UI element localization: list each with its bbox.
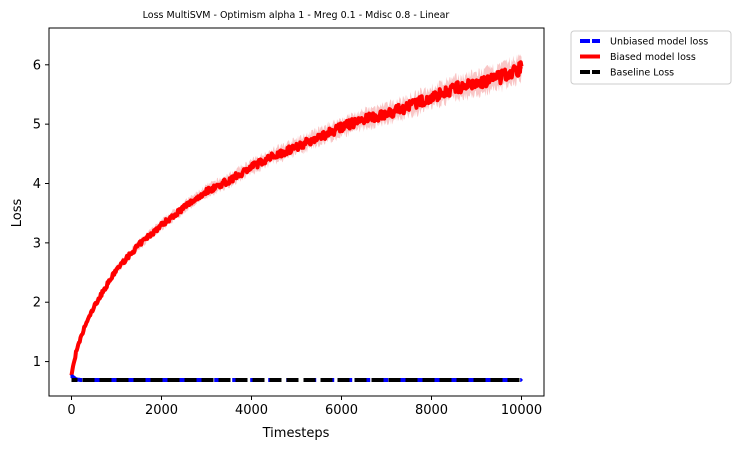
biased-loss-point bbox=[475, 82, 478, 85]
biased-loss-point bbox=[250, 165, 253, 169]
x-tick-label: 10000 bbox=[501, 403, 542, 418]
unbiased-loss-point bbox=[79, 378, 82, 382]
biased-loss-point bbox=[79, 337, 82, 341]
y-tick-label: 2 bbox=[33, 296, 41, 311]
biased-loss-point bbox=[137, 243, 141, 246]
y-tick-label: 5 bbox=[33, 118, 41, 133]
legend-label: Baseline Loss bbox=[610, 68, 674, 79]
biased-loss-point bbox=[92, 305, 96, 309]
biased-loss-point bbox=[227, 179, 231, 182]
biased-loss-line bbox=[69, 60, 524, 376]
y-tick-label: 6 bbox=[33, 58, 41, 73]
y-axis-title: Loss bbox=[10, 199, 25, 228]
unbiased-loss-point bbox=[70, 374, 73, 378]
biased-loss-point bbox=[452, 87, 456, 90]
biased-loss-point bbox=[101, 290, 105, 293]
chart-title: Loss MultiSVM - Optimism alpha 1 - Mreg … bbox=[143, 10, 450, 21]
y-tick-label: 4 bbox=[33, 177, 41, 192]
legend-label: Unbiased model loss bbox=[610, 37, 708, 48]
y-tick-label: 1 bbox=[33, 355, 41, 370]
biased-loss-point bbox=[272, 154, 276, 157]
biased-loss-point bbox=[430, 96, 433, 99]
axes-frame bbox=[48, 27, 545, 397]
x-tick-label: 6000 bbox=[325, 403, 358, 418]
biased-loss-point bbox=[385, 112, 388, 116]
plot-area bbox=[69, 54, 524, 382]
legend-label: Biased model loss bbox=[610, 52, 696, 63]
biased-loss-point bbox=[205, 190, 208, 193]
biased-loss-point bbox=[74, 351, 78, 354]
x-tick-label: 2000 bbox=[145, 403, 178, 418]
x-tick-label: 8000 bbox=[415, 403, 448, 418]
biased-loss-band bbox=[71, 54, 522, 379]
y-tick-label: 3 bbox=[33, 236, 41, 251]
biased-loss-point bbox=[115, 268, 118, 271]
unbiased-loss-point bbox=[250, 378, 253, 382]
biased-loss-point bbox=[317, 136, 321, 139]
biased-loss-point bbox=[160, 223, 163, 227]
biased-loss-point bbox=[520, 66, 523, 69]
x-axis-title: Timesteps bbox=[262, 426, 330, 441]
biased-loss-point bbox=[340, 125, 343, 129]
biased-loss-point bbox=[497, 76, 501, 80]
biased-loss-point bbox=[83, 324, 87, 328]
legend: Unbiased model loss Biased model loss Base… bbox=[570, 30, 732, 85]
biased-loss-point bbox=[407, 105, 411, 108]
axes: 0 2000 4000 6000 8000 10000 1 2 3 4 5 6 bbox=[33, 27, 545, 418]
x-tick-label: 4000 bbox=[235, 403, 268, 418]
biased-loss-point bbox=[182, 206, 186, 209]
legend-box bbox=[570, 30, 732, 85]
biased-loss-point bbox=[362, 118, 366, 121]
unbiased-loss-point bbox=[520, 378, 523, 382]
biased-loss-point bbox=[295, 145, 298, 148]
x-tick-label: 0 bbox=[67, 403, 75, 418]
